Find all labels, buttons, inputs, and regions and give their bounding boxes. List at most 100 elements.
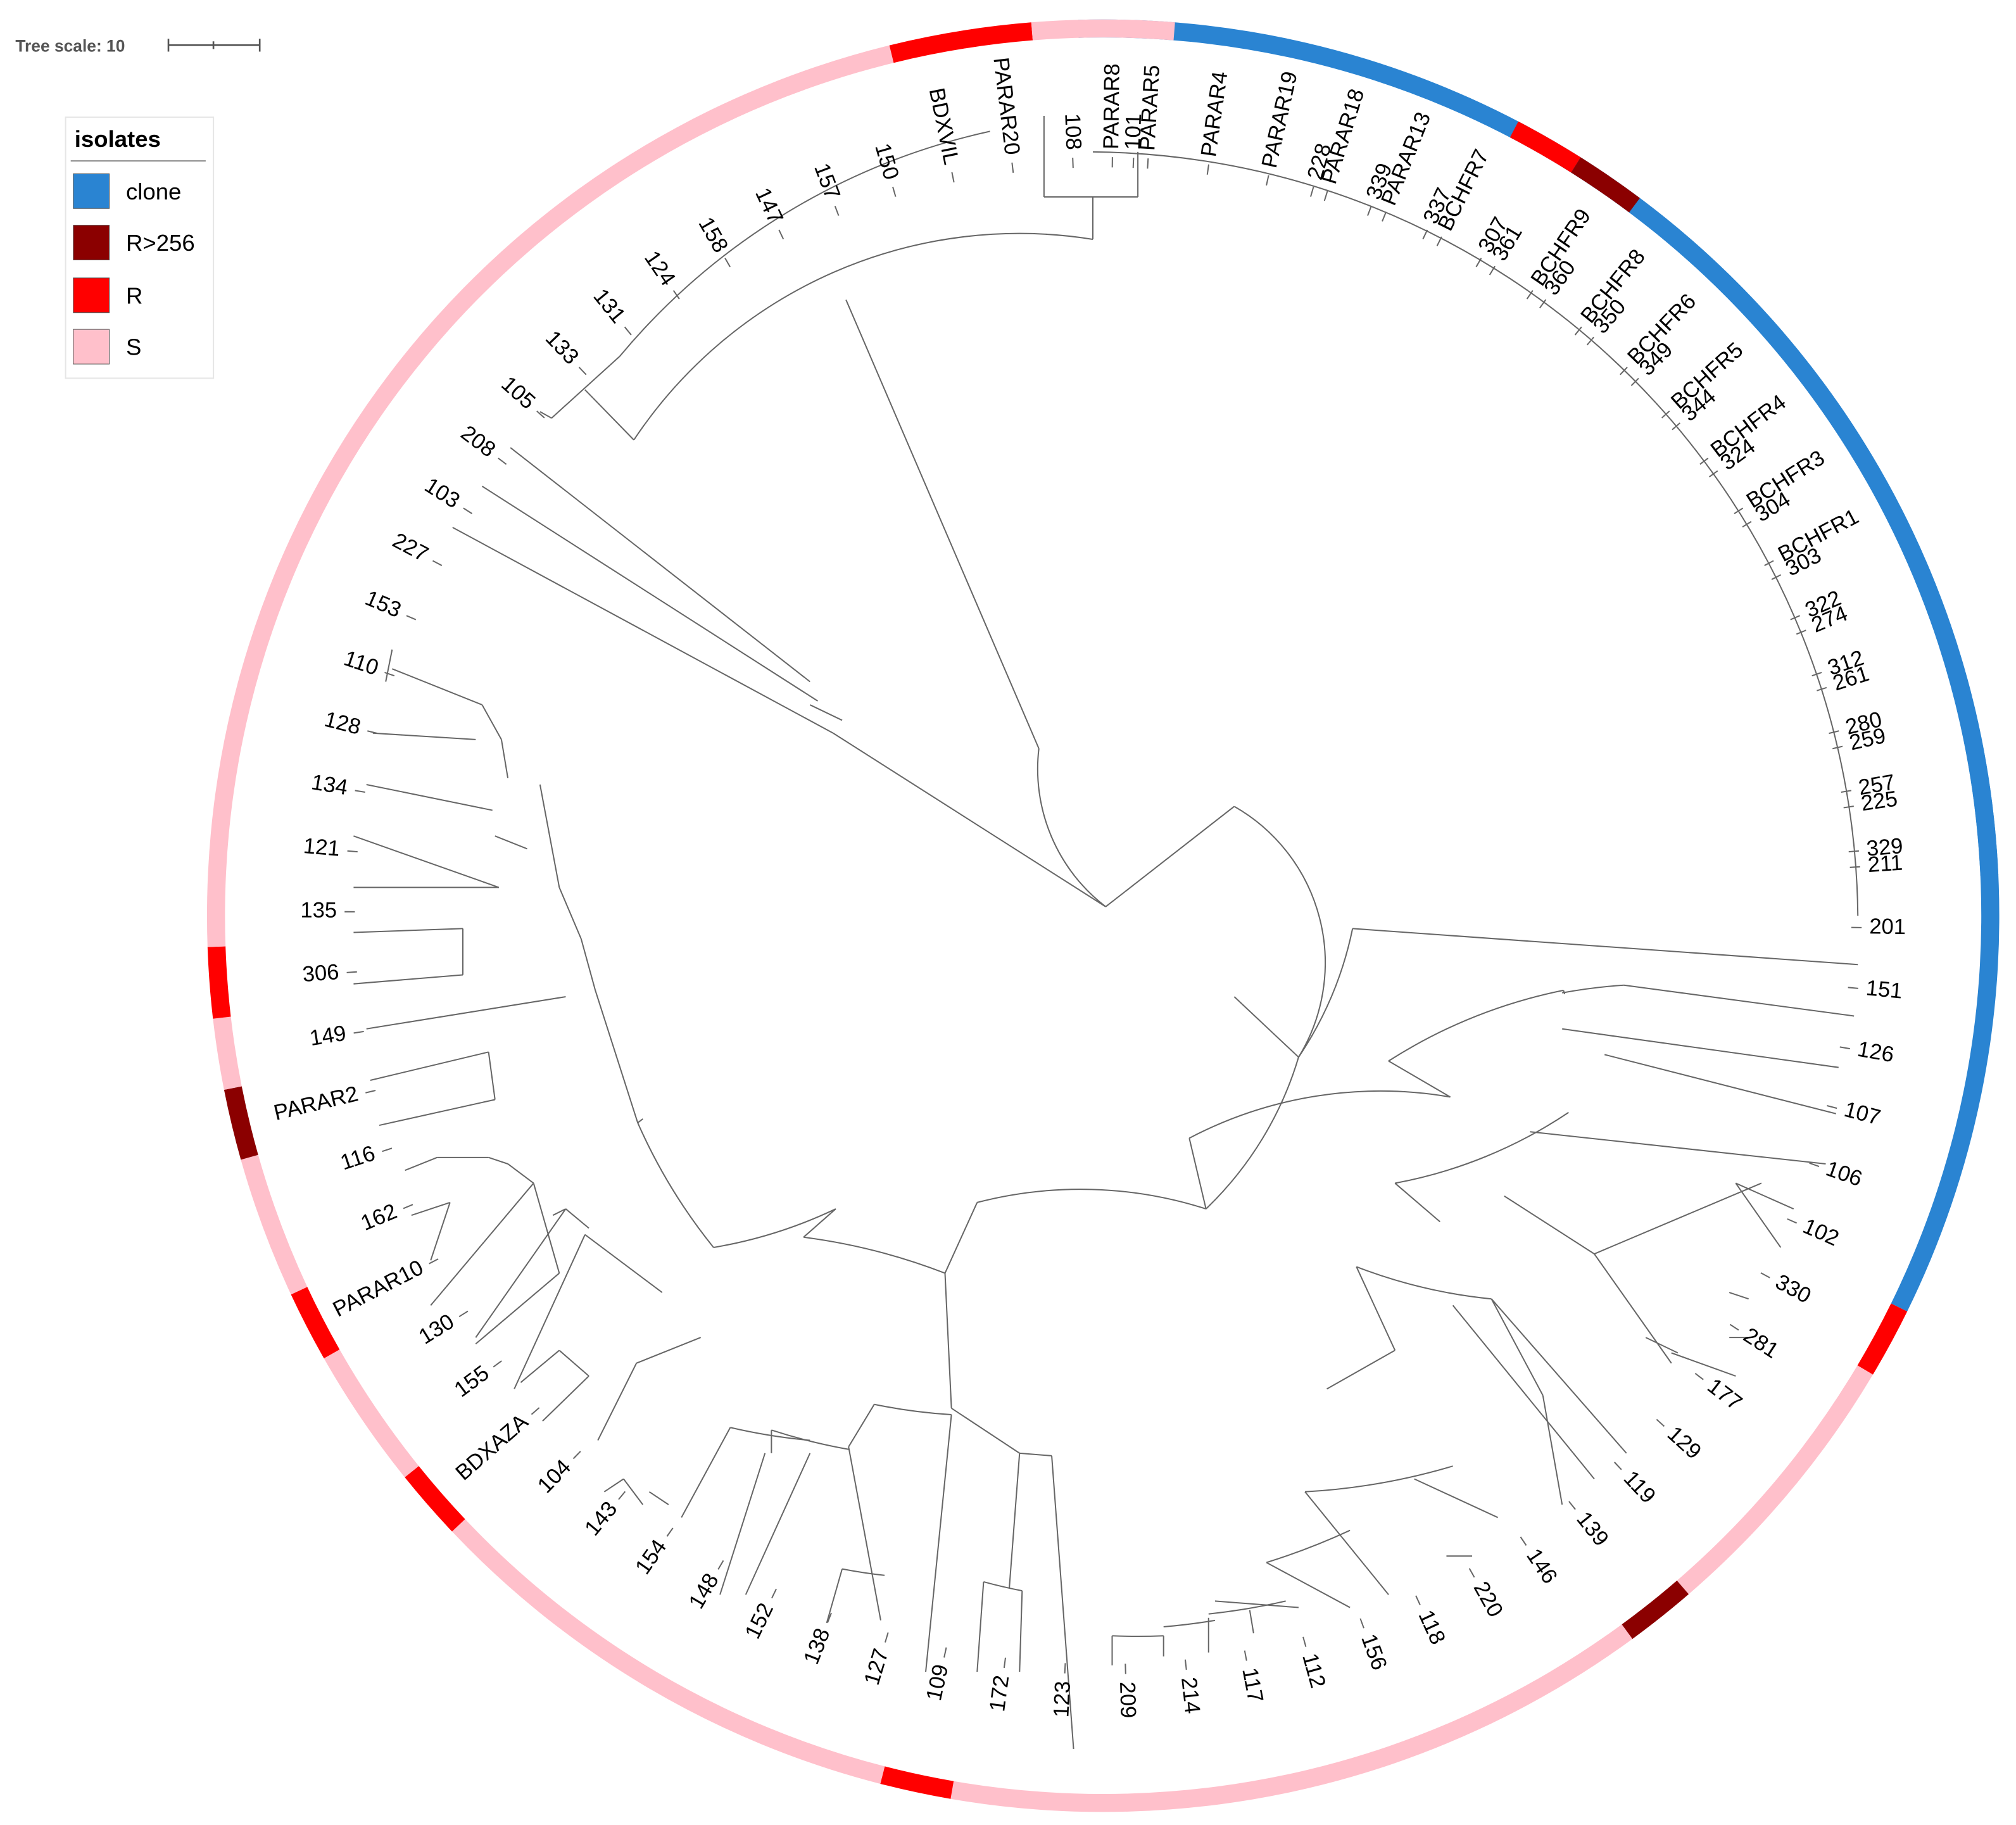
legend-swatch-r256 <box>73 225 110 260</box>
leaf-tick <box>1787 1218 1798 1224</box>
leaf-tick <box>1809 1162 1820 1168</box>
ring-segment-r <box>1509 121 1581 173</box>
leaf-label: 116 <box>337 1141 378 1175</box>
leaf-label: 126 <box>1856 1037 1896 1068</box>
leaf-label: 155 <box>450 1361 494 1402</box>
leaf-tick <box>353 1030 364 1034</box>
leaf-label: 208 <box>457 421 500 462</box>
ring-segment-r256 <box>224 1086 258 1160</box>
leaf-label: 128 <box>322 707 363 740</box>
leaf-label: 158 <box>693 213 733 257</box>
leaf-tick <box>1359 1618 1364 1629</box>
leaf-label: 154 <box>631 1535 671 1579</box>
leaf-label: 103 <box>420 473 464 513</box>
leaf-label: PARAR10 <box>329 1256 427 1322</box>
leaf-tick <box>1520 1536 1527 1546</box>
leaf-label: 106 <box>1823 1156 1865 1191</box>
leaf-tick <box>885 1632 889 1643</box>
leaf-label: BDXVIL <box>924 86 964 167</box>
leaf-tick <box>717 1560 724 1570</box>
leaf-label: 110 <box>341 647 381 681</box>
legend-label-r: R <box>126 283 142 309</box>
ring-segment-r <box>405 1466 465 1532</box>
leaf-tick <box>1832 745 1843 750</box>
leaf-label: 156 <box>1356 1631 1391 1673</box>
ring-segment-r256 <box>1571 157 1641 213</box>
leaf-tick <box>1694 1372 1704 1380</box>
leaf-tick <box>1620 367 1628 376</box>
ring-segment-s <box>451 1519 885 1784</box>
ring-segment-r256 <box>1622 1580 1689 1639</box>
leaf-tick <box>1829 730 1839 735</box>
leaf-tick <box>1708 470 1718 477</box>
leaf-tick <box>432 560 443 566</box>
leaf-tick <box>531 1407 540 1415</box>
leaf-label: 131 <box>588 284 630 328</box>
leaf-tick <box>834 205 840 216</box>
leaf-label: 101 <box>1121 113 1146 150</box>
leaf-tick <box>1244 1650 1247 1661</box>
leaf-tick <box>346 971 357 973</box>
legend: isolates clone R>256 R S <box>65 117 215 379</box>
leaf-tick <box>367 730 378 735</box>
leaf-tick <box>1734 507 1744 514</box>
leaf-tick <box>1574 326 1582 336</box>
ring-segment-s <box>1677 1365 1873 1595</box>
leaf-tick <box>1422 229 1428 240</box>
leaf-label: 214 <box>1176 1676 1204 1715</box>
ring-segment-s <box>241 1154 308 1295</box>
leaf-label: 134 <box>310 770 350 800</box>
ring-segment-s <box>950 1624 1633 1812</box>
leaf-label: 177 <box>1703 1374 1746 1415</box>
leaf-label: 127 <box>860 1646 893 1688</box>
leaf-tick <box>1760 1272 1770 1279</box>
tree-branches <box>353 116 1859 1749</box>
leaf-label: 172 <box>985 1674 1014 1713</box>
ring-segment-r <box>291 1287 340 1359</box>
leaf-tick <box>778 229 784 240</box>
ring-segment-s <box>1031 19 1175 41</box>
leaf-label: 133 <box>541 326 583 369</box>
leaf-tick <box>1841 790 1852 793</box>
leaf-tick <box>1586 336 1594 346</box>
leaf-label: 139 <box>1572 1507 1613 1551</box>
leaf-tick <box>458 1310 469 1318</box>
leaf-tick <box>1147 158 1149 169</box>
leaf-tick <box>771 1588 777 1599</box>
legend-label-clone: clone <box>126 179 181 205</box>
leaf-tick <box>1415 1595 1421 1605</box>
leaf-tick <box>1839 1046 1850 1050</box>
leaf-label: PARAR2 <box>272 1082 361 1125</box>
leaf-label: 153 <box>362 586 405 622</box>
leaf-label: 143 <box>580 1497 622 1541</box>
leaf-tick <box>951 172 955 183</box>
leaf-label: 149 <box>308 1021 348 1051</box>
leaf-label: 257 <box>1856 770 1896 800</box>
leaf-label: PARAR5 <box>1135 64 1164 151</box>
leaf-tick <box>536 410 545 419</box>
leaf-label: 150 <box>870 141 903 182</box>
ring-segment-s <box>213 1016 242 1090</box>
leaf-tick <box>365 1089 376 1094</box>
category-ring <box>206 19 2000 1812</box>
ring-segment-s <box>324 1349 419 1477</box>
leaf-label: 135 <box>300 899 337 923</box>
leaf-tick <box>1729 1323 1739 1331</box>
leaf-tick <box>1771 574 1782 580</box>
leaf-label: 147 <box>750 184 788 227</box>
leaf-tick <box>498 457 507 465</box>
leaf-tick <box>624 326 632 336</box>
leaf-tick <box>1539 299 1547 308</box>
leaf-tick <box>1630 377 1639 386</box>
leaf-tick <box>1811 672 1822 677</box>
leaf-tick <box>1764 560 1774 566</box>
leaf-tick <box>1489 265 1496 275</box>
leaf-labels: PARAR8 PARAR5 PARAR4 PARAR19 PARAR18 PARAR13B… <box>272 56 1906 1718</box>
leaf-tick <box>1672 422 1680 431</box>
leaf-tick <box>1184 1659 1187 1670</box>
leaf-label: 129 <box>1663 1422 1706 1464</box>
leaf-label: 220 <box>1469 1577 1508 1621</box>
leaf-label: PARAR8 <box>1099 63 1125 149</box>
leaf-tick <box>1436 236 1442 246</box>
leaf-tick <box>892 186 897 197</box>
